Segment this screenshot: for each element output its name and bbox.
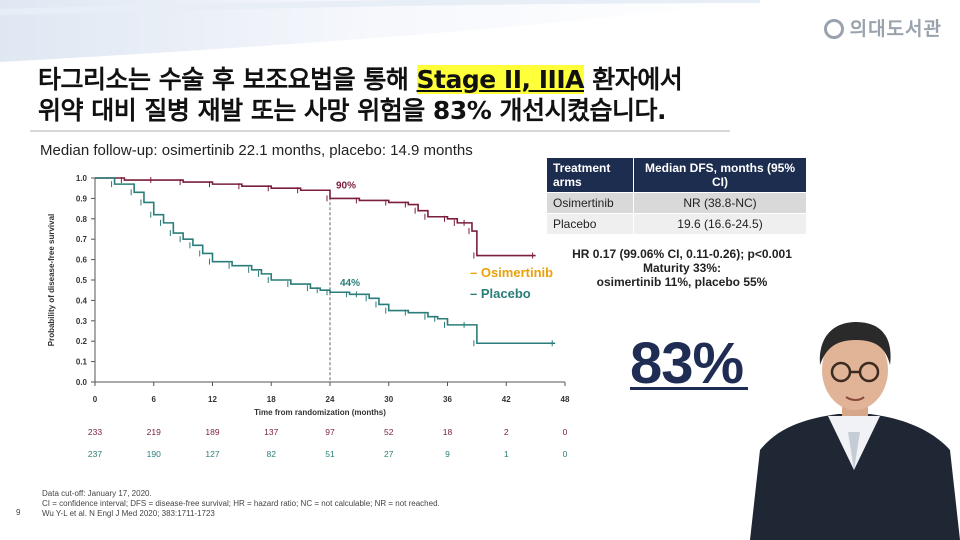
- x-tick-label: 24: [326, 395, 335, 404]
- at-risk-count: 1: [504, 449, 509, 459]
- legend-osimertinib: – Osimertinib: [470, 265, 553, 280]
- x-tick-label: 12: [208, 395, 217, 404]
- series-line-placebo: [95, 177, 556, 345]
- table-header: Median DFS, months (95% CI): [633, 157, 807, 193]
- title-line-1-part-2: 환자에서: [583, 65, 683, 94]
- title-divider: [30, 130, 730, 132]
- title-line-1: 타그리소는 수술 후 보조요법을 통해 Stage II, IIIA 환자에서: [38, 64, 683, 95]
- risk-reduction-figure: 83%: [630, 331, 744, 396]
- x-tick-label: 18: [267, 395, 276, 404]
- hazard-ratio: HR 0.17 (99.06% CI, 0.11-0.26); p<0.001: [572, 247, 792, 261]
- at-risk-count: 0: [563, 449, 568, 459]
- at-risk-count: 190: [147, 449, 161, 459]
- table-header: Treatment arms: [546, 157, 634, 193]
- x-tick-label: 6: [152, 395, 157, 404]
- y-tick-label: 0.4: [76, 296, 88, 305]
- at-risk-count: 97: [325, 427, 335, 437]
- presenter-video: [750, 320, 960, 540]
- km-chart: 0.00.10.20.30.40.50.60.70.80.91.00 6 12 18 2…: [47, 174, 570, 459]
- y-tick-label: 0.9: [76, 194, 88, 203]
- table-cell: Placebo: [546, 213, 634, 235]
- table-cell: NR (38.8-NC): [633, 192, 807, 214]
- hazard-ratio-summary: HR 0.17 (99.06% CI, 0.11-0.26); p<0.001 …: [566, 247, 798, 289]
- table-row: Osimertinib NR (38.8-NC): [546, 192, 807, 214]
- page-title: 타그리소는 수술 후 보조요법을 통해 Stage II, IIIA 환자에서 …: [38, 64, 683, 126]
- dfs-table: Treatment arms Median DFS, months (95% C…: [546, 157, 807, 235]
- at-risk-count: 237: [88, 449, 102, 459]
- title-line-1-part-1: 타그리소는 수술 후 보조요법을 통해: [38, 65, 417, 94]
- at-risk-count: 189: [205, 427, 219, 437]
- y-tick-label: 0.0: [76, 378, 88, 387]
- at-risk-count: 27: [384, 449, 394, 459]
- at-risk-count: 9: [445, 449, 450, 459]
- y-tick-label: 0.2: [76, 337, 88, 346]
- maturity: Maturity 33%:: [642, 261, 722, 275]
- y-tick-label: 0.6: [76, 256, 88, 265]
- table-cell: 19.6 (16.6-24.5): [633, 213, 807, 235]
- y-tick-label: 0.7: [76, 235, 88, 244]
- at-risk-count: 18: [443, 427, 453, 437]
- x-tick-label: 42: [502, 395, 511, 404]
- x-tick-label: 30: [384, 395, 393, 404]
- footnote: Data cut-off: January 17, 2020.: [42, 489, 152, 498]
- x-tick-label: 48: [561, 395, 570, 404]
- x-tick-label: 36: [443, 395, 452, 404]
- table-cell: Osimertinib: [546, 192, 634, 214]
- footnotes: Data cut-off: January 17, 2020. CI = con…: [42, 489, 440, 519]
- page-number: 9: [16, 508, 21, 517]
- x-tick-label: 0: [93, 395, 98, 404]
- y-tick-label: 1.0: [76, 174, 88, 183]
- at-risk-count: 233: [88, 427, 102, 437]
- footnote: CI = confidence interval; DFS = disease-…: [42, 499, 440, 508]
- y-tick-label: 0.8: [76, 215, 88, 224]
- placebo-24-month-label: 44%: [340, 278, 360, 289]
- table-row: Placebo 19.6 (16.6-24.5): [546, 213, 807, 235]
- at-risk-count: 51: [325, 449, 335, 459]
- logo-icon: [823, 19, 844, 39]
- legend-placebo: – Placebo: [470, 286, 531, 301]
- osimertinib-24-month-label: 90%: [336, 180, 356, 191]
- at-risk-count: 2: [504, 427, 509, 437]
- x-axis-label: Time from randomization (months): [254, 408, 386, 417]
- risk-reduction-underline: [630, 387, 748, 390]
- header-swoosh: [0, 0, 761, 62]
- at-risk-count: 127: [205, 449, 219, 459]
- logo-text: 의대도서관: [849, 18, 942, 40]
- at-risk-count: 82: [267, 449, 277, 459]
- at-risk-count: 52: [384, 427, 394, 437]
- at-risk-count: 219: [147, 427, 161, 437]
- title-line-2: 위약 대비 질병 재발 또는 사망 위험을 83% 개선시켰습니다.: [38, 96, 666, 125]
- title-highlight: Stage II, IIIA: [416, 65, 584, 94]
- table-header-row: Treatment arms Median DFS, months (95% C…: [546, 157, 807, 193]
- logo: 의대도서관: [823, 14, 942, 41]
- at-risk-count: 137: [264, 427, 278, 437]
- y-tick-label: 0.1: [76, 358, 88, 367]
- at-risk-count: 0: [563, 427, 568, 437]
- y-tick-label: 0.3: [76, 317, 88, 326]
- y-axis-label: Probability of disease-free survival: [47, 214, 56, 347]
- y-tick-label: 0.5: [76, 276, 88, 285]
- footnote: Wu Y-L et al. N Engl J Med 2020; 383:171…: [42, 509, 215, 518]
- followup-text: Median follow-up: osimertinib 22.1 month…: [40, 142, 473, 159]
- series-line-osimertinib: [95, 177, 536, 257]
- maturity-detail: osimertinib 11%, placebo 55%: [596, 275, 768, 289]
